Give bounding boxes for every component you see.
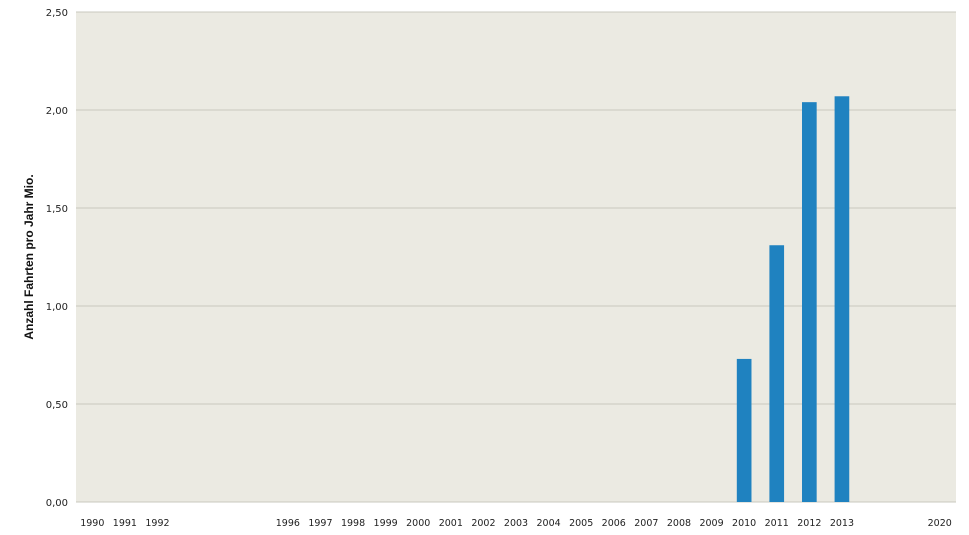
x-axis-ticks: 1990 1991 1992 1996 1997 1998 1999 2000 2001 2002… <box>80 518 952 529</box>
x-tick-label: 1991 <box>113 518 137 529</box>
y-axis-label: Anzahl Fahrten pro Jahr Mio. <box>22 174 36 339</box>
bar-2010 <box>736 358 752 502</box>
x-tick-label: 2000 <box>406 518 430 529</box>
x-tick-label: 2004 <box>536 518 560 529</box>
x-tick-label: 1996 <box>276 518 300 529</box>
bar-2011 <box>769 245 785 503</box>
y-tick-label: 2,00 <box>46 106 68 117</box>
y-tick-label: 1,00 <box>46 302 68 313</box>
x-tick-label: 1990 <box>80 518 104 529</box>
bar-2013 <box>834 96 850 502</box>
x-tick-label: 2011 <box>765 518 789 529</box>
x-tick-label: 2007 <box>634 518 658 529</box>
bar-2012 <box>802 102 817 502</box>
x-tick-label: 1999 <box>374 518 398 529</box>
x-tick-label: 1992 <box>145 518 169 529</box>
x-tick-label: 2008 <box>667 518 691 529</box>
y-tick-label: 1,50 <box>46 204 68 215</box>
y-tick-label: 2,50 <box>46 8 68 19</box>
y-tick-label: 0,00 <box>46 498 68 509</box>
x-tick-label: 1998 <box>341 518 365 529</box>
x-tick-label: 2003 <box>504 518 528 529</box>
x-tick-label: 2020 <box>928 518 952 529</box>
bars <box>736 96 850 503</box>
x-tick-label: 2002 <box>471 518 495 529</box>
x-tick-label: 2005 <box>569 518 593 529</box>
plot-area <box>76 12 956 502</box>
x-tick-label: 2001 <box>439 518 463 529</box>
x-tick-label: 2010 <box>732 518 756 529</box>
x-tick-label: 2006 <box>602 518 626 529</box>
x-tick-label: 2013 <box>830 518 854 529</box>
x-tick-label: 2009 <box>699 518 723 529</box>
y-axis-ticks: 0,00 0,50 1,00 1,50 2,00 2,50 <box>46 8 68 509</box>
x-tick-label: 1997 <box>308 518 332 529</box>
y-tick-label: 0,50 <box>46 400 68 411</box>
x-tick-label: 2012 <box>797 518 821 529</box>
